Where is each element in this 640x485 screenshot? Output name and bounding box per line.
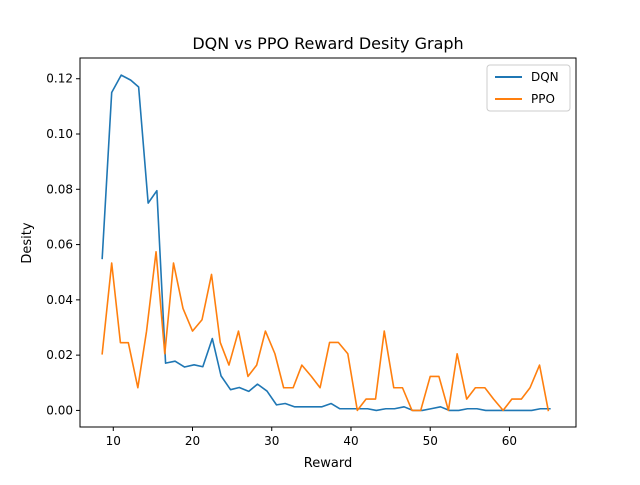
x-axis-ticks: 10 20 30 40 50 60 [106,427,517,448]
plot-frame [79,57,577,428]
legend-label-ppo: PPO [531,92,555,106]
series-line-ppo [101,250,550,412]
chart-title: DQN vs PPO Reward Desity Graph [192,34,463,53]
x-axis-label: Reward [304,456,352,471]
y-tick-label: 0.08 [46,182,73,196]
y-tick-label: 0.02 [46,348,73,362]
y-tick-label: 0.06 [46,238,73,252]
legend: DQN PPO [486,64,571,112]
y-tick-label: 0.04 [46,293,73,307]
x-tick-label: 60 [502,434,517,448]
y-tick-label: 0.10 [46,127,73,141]
legend-label-dqn: DQN [531,70,559,84]
series-line-dqn [101,74,551,412]
y-axis-ticks: 0.00 0.02 0.04 0.06 0.08 0.10 0.12 [46,72,80,417]
y-axis-label: Desity [20,222,35,263]
series-layer [101,74,551,412]
x-tick-label: 10 [106,434,121,448]
x-tick-label: 50 [423,434,438,448]
y-tick-label: 0.12 [46,72,73,86]
x-tick-label: 20 [185,434,200,448]
y-tick-label: 0.00 [46,403,73,417]
x-tick-label: 30 [264,434,279,448]
x-tick-label: 40 [343,434,358,448]
